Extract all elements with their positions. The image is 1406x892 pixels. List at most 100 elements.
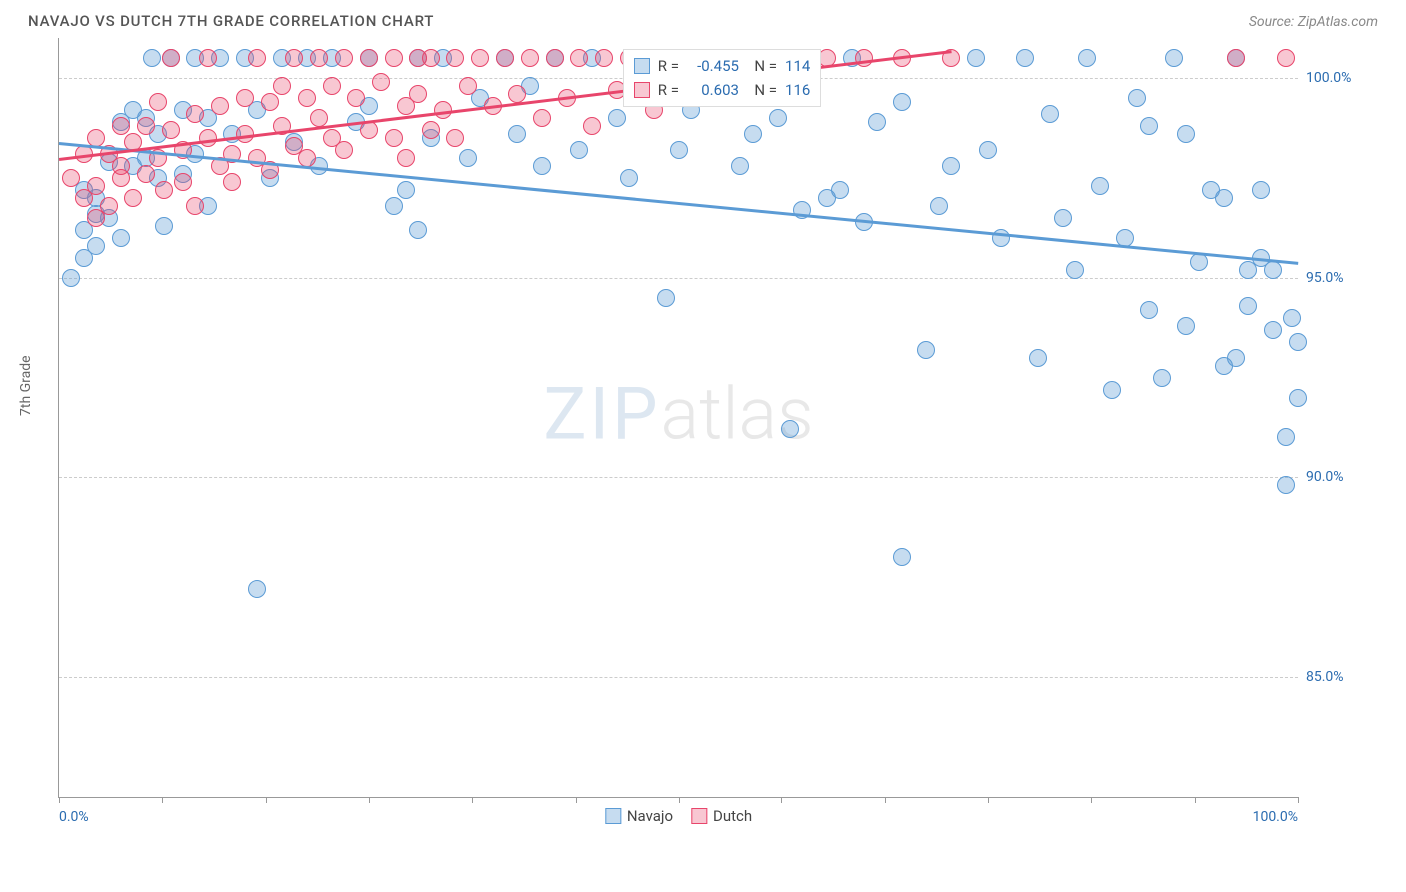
scatter-point bbox=[620, 169, 638, 187]
x-tick bbox=[369, 797, 370, 803]
scatter-point bbox=[149, 93, 167, 111]
scatter-point bbox=[298, 89, 316, 107]
scatter-point bbox=[1177, 317, 1195, 335]
scatter-point bbox=[570, 49, 588, 67]
scatter-point bbox=[446, 49, 464, 67]
y-tick-label: 100.0% bbox=[1306, 70, 1370, 86]
scatter-point bbox=[657, 289, 675, 307]
stat-n-value: 114 bbox=[785, 54, 810, 78]
scatter-point bbox=[285, 49, 303, 67]
y-tick-label: 95.0% bbox=[1306, 270, 1370, 286]
x-max-label: 100.0% bbox=[1253, 809, 1298, 825]
x-tick bbox=[885, 797, 886, 803]
scatter-point bbox=[446, 129, 464, 147]
scatter-point bbox=[868, 113, 886, 131]
scatter-point bbox=[893, 93, 911, 111]
scatter-point bbox=[508, 85, 526, 103]
scatter-point bbox=[199, 49, 217, 67]
scatter-point bbox=[967, 49, 985, 67]
stat-n-value: 116 bbox=[785, 78, 810, 102]
legend-item: Navajo bbox=[605, 807, 673, 825]
x-tick bbox=[59, 797, 60, 803]
stats-legend-row: R =0.603 N =116 bbox=[634, 78, 811, 102]
scatter-point bbox=[261, 93, 279, 111]
scatter-point bbox=[595, 49, 613, 67]
scatter-point bbox=[570, 141, 588, 159]
x-min-label: 0.0% bbox=[59, 809, 89, 825]
scatter-point bbox=[1239, 297, 1257, 315]
stats-legend-row: R =-0.455 N =114 bbox=[634, 54, 811, 78]
scatter-point bbox=[155, 217, 173, 235]
scatter-point bbox=[422, 121, 440, 139]
scatter-point bbox=[1277, 476, 1295, 494]
chart-container: ZIPatlas 85.0%90.0%95.0%100.0%0.0%100.0%… bbox=[58, 38, 1378, 828]
scatter-point bbox=[162, 49, 180, 67]
scatter-point bbox=[781, 420, 799, 438]
scatter-point bbox=[162, 121, 180, 139]
scatter-point bbox=[385, 49, 403, 67]
x-tick bbox=[1091, 797, 1092, 803]
x-tick bbox=[1195, 797, 1196, 803]
scatter-point bbox=[508, 125, 526, 143]
scatter-point bbox=[1066, 261, 1084, 279]
scatter-point bbox=[310, 109, 328, 127]
scatter-point bbox=[942, 157, 960, 175]
x-tick bbox=[266, 797, 267, 803]
scatter-point bbox=[385, 197, 403, 215]
scatter-point bbox=[1264, 321, 1282, 339]
trend-line bbox=[59, 142, 1298, 264]
scatter-point bbox=[112, 157, 130, 175]
scatter-point bbox=[546, 49, 564, 67]
grid-line bbox=[59, 278, 1298, 279]
scatter-point bbox=[893, 548, 911, 566]
scatter-point bbox=[1140, 301, 1158, 319]
chart-title: NAVAJO VS DUTCH 7TH GRADE CORRELATION CH… bbox=[28, 12, 434, 30]
stat-r-label: R = bbox=[658, 54, 679, 78]
scatter-point bbox=[298, 149, 316, 167]
scatter-point bbox=[1140, 117, 1158, 135]
scatter-point bbox=[917, 341, 935, 359]
scatter-point bbox=[273, 77, 291, 95]
scatter-point bbox=[992, 229, 1010, 247]
scatter-point bbox=[731, 157, 749, 175]
legend-label: Navajo bbox=[627, 807, 673, 825]
scatter-point bbox=[1054, 209, 1072, 227]
scatter-point bbox=[1277, 428, 1295, 446]
legend-swatch bbox=[691, 808, 707, 824]
scatter-point bbox=[112, 229, 130, 247]
legend-swatch bbox=[605, 808, 621, 824]
scatter-point bbox=[521, 49, 539, 67]
series-legend: Navajo Dutch bbox=[605, 807, 752, 825]
scatter-point bbox=[323, 77, 341, 95]
scatter-point bbox=[1128, 89, 1146, 107]
scatter-point bbox=[360, 49, 378, 67]
legend-swatch bbox=[634, 82, 650, 98]
legend-label: Dutch bbox=[713, 807, 752, 825]
scatter-point bbox=[744, 125, 762, 143]
scatter-point bbox=[930, 197, 948, 215]
scatter-point bbox=[979, 141, 997, 159]
legend-item: Dutch bbox=[691, 807, 752, 825]
scatter-point bbox=[335, 49, 353, 67]
scatter-point bbox=[236, 89, 254, 107]
source-label: Source: ZipAtlas.com bbox=[1249, 14, 1378, 30]
scatter-point bbox=[422, 49, 440, 67]
scatter-point bbox=[372, 73, 390, 91]
watermark: ZIPatlas bbox=[543, 371, 813, 456]
scatter-point bbox=[112, 117, 130, 135]
scatter-point bbox=[143, 49, 161, 67]
y-tick-label: 90.0% bbox=[1306, 469, 1370, 485]
scatter-point bbox=[100, 197, 118, 215]
scatter-point bbox=[248, 580, 266, 598]
x-tick bbox=[472, 797, 473, 803]
scatter-point bbox=[1289, 389, 1307, 407]
scatter-point bbox=[1277, 49, 1295, 67]
scatter-point bbox=[310, 49, 328, 67]
scatter-point bbox=[533, 109, 551, 127]
scatter-point bbox=[223, 173, 241, 191]
scatter-point bbox=[769, 109, 787, 127]
scatter-point bbox=[186, 105, 204, 123]
scatter-point bbox=[62, 169, 80, 187]
scatter-point bbox=[62, 269, 80, 287]
scatter-point bbox=[1091, 177, 1109, 195]
